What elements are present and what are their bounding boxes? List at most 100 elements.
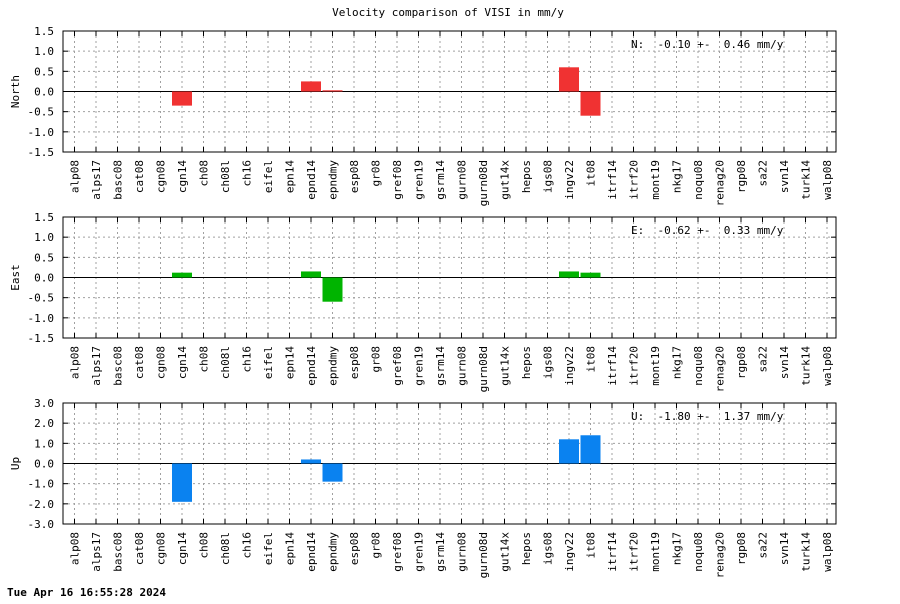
y-tick-label: 2.0 (34, 417, 54, 430)
x-tick-label: noqu08 (692, 346, 705, 386)
x-tick-label: epnd14 (305, 532, 318, 572)
x-tick-label: turk14 (800, 532, 813, 572)
x-tick-label: gut14x (499, 532, 512, 572)
x-tick-label: alp08 (69, 346, 82, 379)
x-tick-label: turk14 (800, 346, 813, 386)
x-tick-label: walp08 (821, 532, 834, 572)
y-axis-label: Up (9, 457, 22, 470)
x-tick-label: epn14 (284, 532, 297, 565)
x-tick-label: epnd14 (305, 346, 318, 386)
x-tick-label: gr08 (370, 346, 383, 373)
x-tick-label: nkg17 (671, 160, 684, 193)
bar-cgn14 (172, 91, 192, 106)
x-tick-label: renag20 (714, 160, 727, 206)
bar-ingv22 (559, 67, 579, 92)
x-tick-label: gurn08 (456, 346, 469, 386)
x-tick-label: hepos (520, 532, 533, 565)
x-tick-label: gren19 (413, 160, 426, 200)
y-tick-label: -0.5 (28, 106, 55, 119)
plot-frame (62, 402, 837, 525)
x-tick-label: gurn08 (456, 532, 469, 572)
timestamp: Tue Apr 16 16:55:28 2024 (7, 586, 166, 599)
x-tick-label: rgp08 (735, 346, 748, 379)
bar-epnd14 (301, 459, 321, 464)
x-tick-label: gsrm14 (434, 160, 447, 200)
x-tick-label: alp08 (69, 532, 82, 565)
x-tick-label: gr08 (370, 532, 383, 559)
x-tick-label: gurn08d (477, 532, 490, 578)
x-tick-label: gurn08d (477, 160, 490, 206)
x-tick-label: ch08l (219, 160, 232, 193)
plot-frame (62, 30, 837, 153)
y-tick-label: 1.0 (34, 437, 54, 450)
x-tick-label: renag20 (714, 346, 727, 392)
x-tick-label: ch08 (198, 346, 211, 373)
stats-annotation: N: -0.10 +- 0.46 mm/y (631, 38, 784, 51)
x-tick-label: epndmy (327, 532, 340, 572)
x-tick-label: hepos (520, 346, 533, 379)
x-tick-label: cat08 (133, 160, 146, 193)
x-tick-label: cgn14 (176, 160, 189, 193)
x-tick-label: epn14 (284, 346, 297, 379)
x-tick-label: ch16 (241, 532, 254, 559)
x-tick-label: eifel (262, 160, 275, 193)
x-tick-label: nkg17 (671, 532, 684, 565)
x-tick-label: ingv22 (563, 346, 576, 386)
x-tick-label: svn14 (778, 532, 791, 565)
x-tick-label: rgp08 (735, 532, 748, 565)
x-tick-label: ch08 (198, 160, 211, 187)
x-tick-label: epndmy (327, 160, 340, 200)
y-tick-label: 3.0 (34, 397, 54, 410)
y-tick-label: -3.0 (28, 518, 55, 531)
x-tick-label: alps17 (90, 532, 103, 572)
x-tick-label: cgn14 (176, 532, 189, 565)
y-tick-label: -2.0 (28, 498, 55, 511)
x-tick-label: itrf14 (606, 346, 619, 386)
plot-frame (62, 216, 837, 339)
x-tick-label: cgn08 (155, 346, 168, 379)
bar-epnd14 (301, 81, 321, 92)
y-axis-label: East (9, 264, 22, 291)
x-tick-label: gut14x (499, 346, 512, 386)
chart-title: Velocity comparison of VISI in mm/y (332, 6, 564, 19)
y-tick-label: -1.0 (28, 312, 55, 325)
y-tick-label: 1.5 (34, 211, 54, 224)
x-tick-label: igs08 (542, 532, 555, 565)
x-tick-label: esp08 (348, 160, 361, 193)
x-tick-label: sa22 (757, 532, 770, 559)
x-tick-label: gut14x (499, 160, 512, 200)
x-tick-label: basc08 (112, 346, 125, 386)
y-tick-label: 0.0 (34, 272, 54, 285)
x-tick-label: gren19 (413, 532, 426, 572)
y-axis-label: North (9, 75, 22, 108)
x-tick-label: ingv22 (563, 532, 576, 572)
y-tick-label: 0.0 (34, 86, 54, 99)
x-tick-label: mont19 (649, 532, 662, 572)
x-tick-label: mont19 (649, 346, 662, 386)
x-tick-label: epnd14 (305, 160, 318, 200)
x-tick-label: gren19 (413, 346, 426, 386)
x-tick-label: cgn08 (155, 532, 168, 565)
x-tick-label: ingv22 (563, 160, 576, 200)
y-tick-label: -0.5 (28, 292, 55, 305)
x-tick-label: ch16 (241, 160, 254, 187)
y-tick-label: -1.0 (28, 126, 55, 139)
x-tick-label: ch16 (241, 346, 254, 373)
bar-epndmy (322, 90, 343, 92)
x-tick-label: itrf20 (628, 532, 641, 572)
y-tick-label: 1.5 (34, 25, 54, 38)
x-tick-label: epn14 (284, 160, 297, 193)
bar-it08 (580, 91, 601, 116)
x-tick-label: gsrm14 (434, 346, 447, 386)
x-tick-label: esp08 (348, 346, 361, 379)
y-tick-label: -1.5 (28, 146, 55, 159)
x-tick-label: sa22 (757, 160, 770, 187)
x-tick-label: noqu08 (692, 532, 705, 572)
x-tick-label: gref08 (391, 346, 404, 386)
bar-ingv22 (559, 271, 579, 278)
x-tick-label: it08 (585, 160, 598, 187)
y-tick-label: 1.0 (34, 231, 54, 244)
x-tick-label: ch08 (198, 532, 211, 559)
y-tick-label: -1.0 (28, 478, 55, 491)
